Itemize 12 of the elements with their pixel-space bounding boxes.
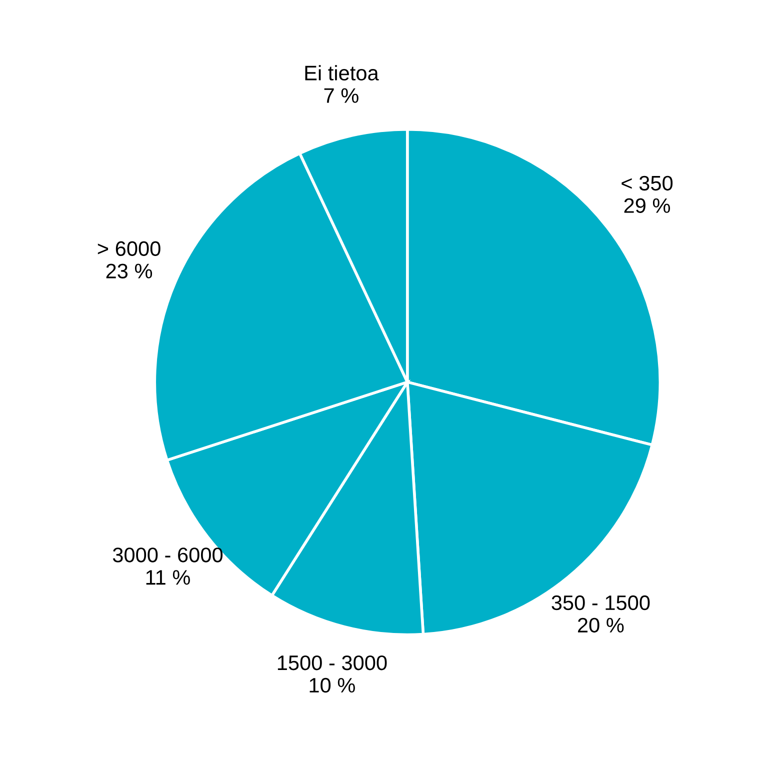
slice-label: > 6000 [98,241,160,256]
data-label: 29 % [624,198,670,214]
slice-label: Ei tietoa [305,65,379,80]
slice-label: 350 - 1500 [552,595,650,610]
data-label: 23 % [106,264,152,278]
slice-label: 1500 - 3000 [278,655,387,670]
data-label: 7 % [324,88,358,103]
slice-label: < 350 [622,176,673,191]
data-label: 10 % [310,678,355,693]
data-label: 20 % [578,618,624,633]
slice-label: 3000 - 6000 [112,548,223,562]
data-label: 11 % [146,570,190,585]
